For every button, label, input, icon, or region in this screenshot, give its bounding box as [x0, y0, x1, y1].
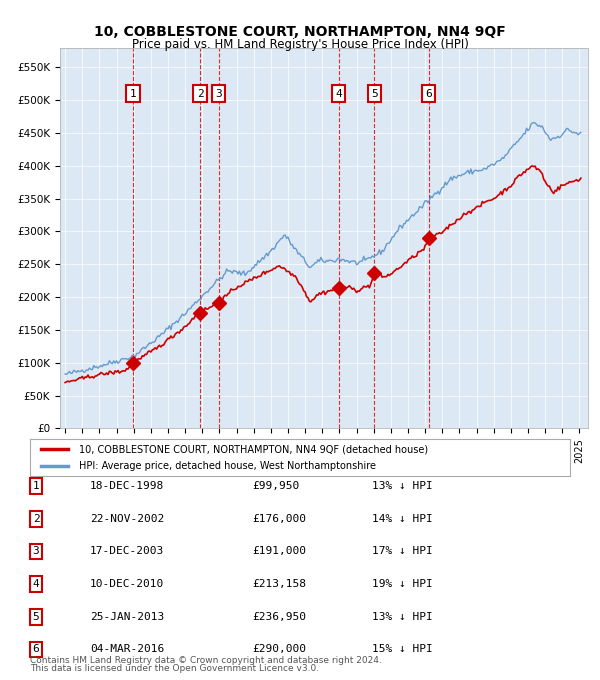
Text: £213,158: £213,158 [252, 579, 306, 589]
Text: 5: 5 [32, 612, 40, 622]
Text: 4: 4 [335, 88, 342, 99]
Text: 19% ↓ HPI: 19% ↓ HPI [372, 579, 433, 589]
Text: 22-NOV-2002: 22-NOV-2002 [90, 514, 164, 524]
Text: 17-DEC-2003: 17-DEC-2003 [90, 547, 164, 556]
Text: 13% ↓ HPI: 13% ↓ HPI [372, 481, 433, 491]
Text: 25-JAN-2013: 25-JAN-2013 [90, 612, 164, 622]
Text: £290,000: £290,000 [252, 645, 306, 654]
Text: 10-DEC-2010: 10-DEC-2010 [90, 579, 164, 589]
Text: 3: 3 [32, 547, 40, 556]
Text: Price paid vs. HM Land Registry's House Price Index (HPI): Price paid vs. HM Land Registry's House … [131, 38, 469, 51]
Text: 4: 4 [32, 579, 40, 589]
Text: This data is licensed under the Open Government Licence v3.0.: This data is licensed under the Open Gov… [30, 664, 319, 673]
Text: £176,000: £176,000 [252, 514, 306, 524]
Text: 14% ↓ HPI: 14% ↓ HPI [372, 514, 433, 524]
Text: 10, COBBLESTONE COURT, NORTHAMPTON, NN4 9QF: 10, COBBLESTONE COURT, NORTHAMPTON, NN4 … [94, 25, 506, 39]
Text: 2: 2 [197, 88, 203, 99]
Text: 2: 2 [32, 514, 40, 524]
Text: £191,000: £191,000 [252, 547, 306, 556]
Text: £99,950: £99,950 [252, 481, 299, 491]
Text: 17% ↓ HPI: 17% ↓ HPI [372, 547, 433, 556]
Text: 1: 1 [130, 88, 136, 99]
Text: 13% ↓ HPI: 13% ↓ HPI [372, 612, 433, 622]
Text: Contains HM Land Registry data © Crown copyright and database right 2024.: Contains HM Land Registry data © Crown c… [30, 656, 382, 665]
Text: 15% ↓ HPI: 15% ↓ HPI [372, 645, 433, 654]
Text: £236,950: £236,950 [252, 612, 306, 622]
Text: 04-MAR-2016: 04-MAR-2016 [90, 645, 164, 654]
Text: 6: 6 [32, 645, 40, 654]
Text: 1: 1 [32, 481, 40, 491]
Text: 18-DEC-1998: 18-DEC-1998 [90, 481, 164, 491]
Text: 3: 3 [215, 88, 222, 99]
Text: 6: 6 [425, 88, 432, 99]
Text: 10, COBBLESTONE COURT, NORTHAMPTON, NN4 9QF (detached house): 10, COBBLESTONE COURT, NORTHAMPTON, NN4 … [79, 444, 428, 454]
Text: HPI: Average price, detached house, West Northamptonshire: HPI: Average price, detached house, West… [79, 460, 376, 471]
Text: 5: 5 [371, 88, 378, 99]
